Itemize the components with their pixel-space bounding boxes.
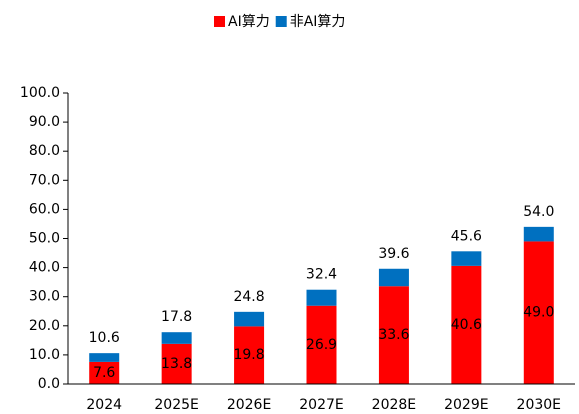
x-tick-label: 2029E	[444, 397, 488, 413]
bar-segment	[451, 265, 482, 384]
x-tick-label: 2028E	[372, 397, 416, 413]
value-label: 40.6	[451, 317, 482, 333]
x-tick-label: 2024	[86, 397, 122, 413]
y-tick-label: 70.0	[29, 172, 60, 188]
x-tick-label: 2030E	[517, 397, 561, 413]
value-label: 49.0	[523, 305, 554, 321]
value-label: 13.8	[161, 356, 192, 372]
total-label: 45.6	[451, 228, 482, 244]
bar-segment	[89, 361, 120, 384]
bar-segment	[161, 343, 192, 384]
total-label: 24.8	[233, 289, 264, 305]
y-tick-label: 50.0	[29, 231, 60, 247]
value-label: 33.6	[378, 327, 409, 343]
y-tick-label: 20.0	[29, 318, 60, 334]
bar-segment	[451, 251, 482, 266]
y-tick-label: 100.0	[20, 85, 60, 101]
bar-segment	[306, 289, 337, 306]
y-tick-label: 60.0	[29, 201, 60, 217]
total-label: 54.0	[523, 204, 554, 220]
bar-segment	[234, 326, 265, 384]
legend-label: 非AI算力	[290, 14, 346, 30]
value-label: 26.9	[306, 337, 337, 353]
y-tick-label: 90.0	[29, 114, 60, 130]
bar-segment	[523, 226, 554, 242]
x-tick-label: 2027E	[299, 397, 343, 413]
legend-label: AI算力	[228, 14, 270, 30]
value-label: 19.8	[233, 347, 264, 363]
x-tick-label: 2026E	[227, 397, 271, 413]
bar-segment	[234, 311, 265, 327]
value-label: 7.6	[93, 365, 115, 381]
total-label: 32.4	[306, 267, 337, 283]
bar-segment	[161, 332, 192, 344]
y-tick-label: 80.0	[29, 143, 60, 159]
bar-segment	[378, 268, 409, 287]
bar-segment	[523, 241, 554, 384]
legend-swatch	[214, 16, 225, 27]
bar-segment	[89, 353, 120, 362]
y-tick-label: 30.0	[29, 289, 60, 305]
total-label: 10.6	[89, 330, 120, 346]
x-tick-label: 2025E	[154, 397, 198, 413]
y-tick-label: 0.0	[38, 376, 60, 392]
bar-segment	[378, 286, 409, 384]
y-tick-label: 10.0	[29, 347, 60, 363]
legend-swatch	[275, 16, 287, 27]
y-tick-label: 40.0	[29, 260, 60, 276]
total-label: 17.8	[161, 309, 192, 325]
bar-segment	[306, 305, 337, 384]
total-label: 39.6	[378, 246, 409, 262]
